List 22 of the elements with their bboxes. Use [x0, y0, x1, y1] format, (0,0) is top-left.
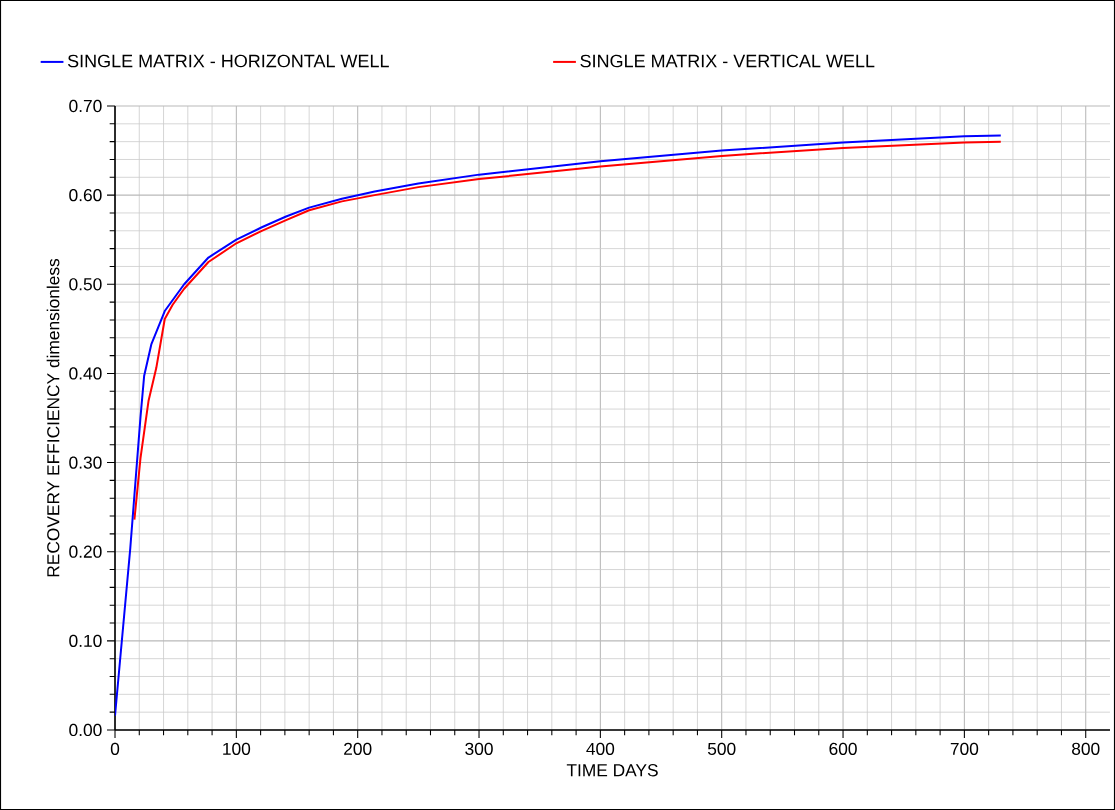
- x-tick-label: 800: [1072, 742, 1100, 755]
- x-tick-label: 500: [707, 742, 736, 755]
- y-tick-label: 0.40: [69, 367, 102, 380]
- y-tick-label: 0.30: [69, 456, 102, 469]
- x-tick-label: 200: [344, 742, 372, 755]
- legend-label: SINGLE MATRIX - VERTICAL WELL: [580, 54, 875, 68]
- y-tick-label: 0.70: [69, 99, 102, 113]
- y-axis-title: RECOVERY EFFICIENCY dimensionless: [46, 258, 60, 577]
- x-tick-label: 0: [110, 742, 120, 755]
- y-tick-label: 0.10: [69, 634, 102, 647]
- y-tick-label: 0.20: [69, 545, 102, 558]
- x-tick-label: 700: [950, 742, 979, 755]
- x-tick-label: 100: [223, 742, 251, 755]
- y-tick-label: 0.60: [69, 189, 102, 202]
- legend-label: SINGLE MATRIX - HORIZONTAL WELL: [67, 54, 389, 68]
- line-series: [133, 140, 1002, 521]
- x-tick-label: 300: [465, 742, 493, 755]
- x-tick-label: 600: [829, 742, 857, 755]
- x-tick-label: 400: [586, 742, 615, 755]
- y-tick-label: 0.50: [69, 278, 102, 291]
- x-axis-title: TIME DAYS: [566, 764, 658, 777]
- y-tick-label: 0.00: [69, 723, 102, 737]
